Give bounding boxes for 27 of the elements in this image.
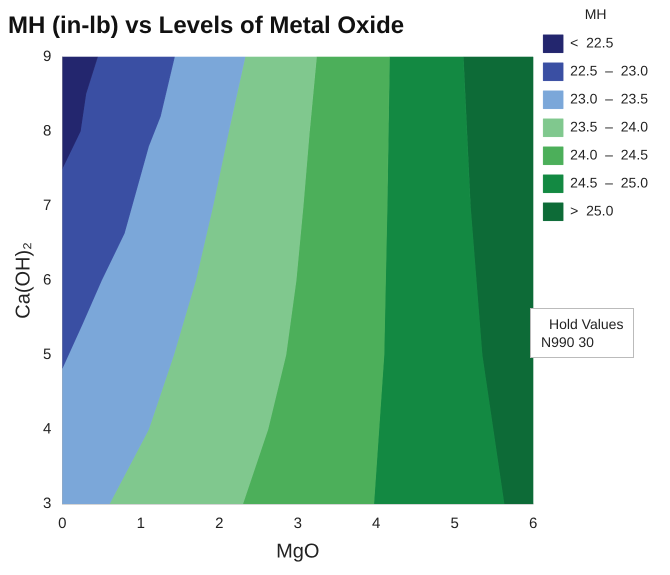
x-tick-label: 0 bbox=[58, 515, 67, 532]
legend-label: 24.5 – 25.0 bbox=[570, 174, 648, 191]
x-tick-label: 6 bbox=[528, 515, 538, 532]
legend-label: < 22.5 bbox=[570, 34, 614, 51]
y-axis-title: Ca(OH)₂ bbox=[12, 242, 35, 319]
x-tick-label: 1 bbox=[136, 515, 145, 532]
y-tick-label: 5 bbox=[43, 346, 52, 364]
y-tick-label: 4 bbox=[43, 420, 52, 438]
x-tick-label: 3 bbox=[294, 515, 302, 532]
legend-label: 23.0 – 23.5 bbox=[570, 90, 648, 107]
x-tick-label: 2 bbox=[215, 515, 224, 532]
text: Hold Values bbox=[548, 315, 624, 333]
text: N990 30 bbox=[541, 333, 595, 351]
legend-label: 23.5 – 24.0 bbox=[570, 118, 648, 135]
legend-label: 22.5 – 23.0 bbox=[570, 62, 648, 79]
y-tick-label: 3 bbox=[43, 495, 52, 512]
y-tick-label: 8 bbox=[43, 122, 52, 140]
chart-title: MH (in-lb) vs Levels of Metal Oxide bbox=[8, 12, 404, 40]
y-tick-label: 6 bbox=[43, 272, 52, 289]
x-tick-label: 4 bbox=[372, 515, 380, 532]
x-axis-title: MgO bbox=[276, 540, 320, 563]
x-tick-label: 5 bbox=[450, 515, 459, 532]
legend-label: 24.0 – 24.5 bbox=[570, 146, 648, 163]
legend-title: MH bbox=[584, 6, 606, 22]
legend-label: > 25.0 bbox=[570, 202, 614, 219]
y-tick-label: 9 bbox=[43, 48, 52, 65]
y-tick-label: 7 bbox=[43, 197, 52, 214]
